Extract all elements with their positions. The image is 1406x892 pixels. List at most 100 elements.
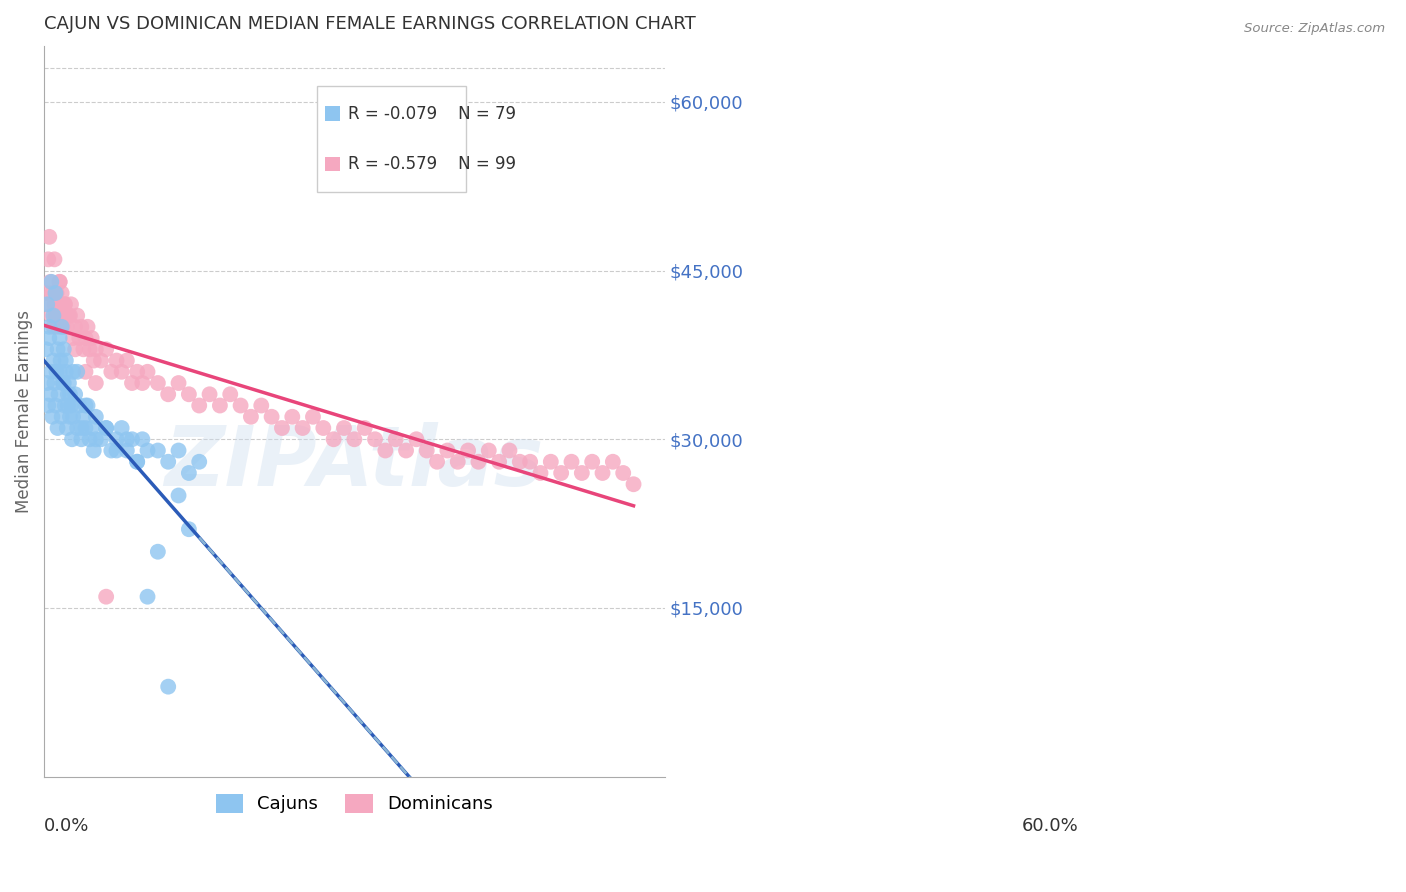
Point: [41, 275, 63, 289]
Point: [84, 376, 107, 390]
Point: [146, 376, 169, 390]
Point: [70, 421, 93, 435]
Point: [76, 399, 98, 413]
Text: CAJUN VS DOMINICAN MEDIAN FEMALE EARNINGS CORRELATION CHART: CAJUN VS DOMINICAN MEDIAN FEMALE EARNING…: [44, 15, 696, 33]
Point: [56, 319, 79, 334]
Point: [560, 455, 582, 469]
Point: [66, 365, 89, 379]
Point: [75, 399, 97, 413]
Text: ZIPAtlas: ZIPAtlas: [165, 422, 544, 503]
Point: [250, 399, 273, 413]
Point: [177, 466, 200, 480]
Point: [478, 443, 501, 458]
Point: [322, 432, 344, 446]
Point: [457, 443, 479, 458]
Point: [208, 399, 231, 413]
Point: [66, 309, 89, 323]
Point: [35, 286, 58, 301]
Point: [55, 353, 77, 368]
Point: [281, 409, 304, 424]
Point: [59, 309, 82, 323]
Point: [48, 387, 70, 401]
Point: [49, 309, 72, 323]
Point: [53, 399, 76, 413]
Point: [602, 455, 624, 469]
Point: [48, 297, 70, 311]
Point: [67, 399, 90, 413]
Point: [167, 443, 190, 458]
Point: [42, 319, 65, 334]
Point: [38, 297, 60, 311]
Point: [59, 409, 82, 424]
Point: [52, 319, 75, 334]
Point: [55, 365, 77, 379]
Point: [127, 455, 149, 469]
Point: [62, 409, 84, 424]
Point: [447, 455, 470, 469]
Point: [105, 353, 128, 368]
Point: [84, 343, 107, 357]
Point: [41, 286, 63, 301]
Point: [364, 432, 387, 446]
Point: [219, 387, 242, 401]
Point: [51, 409, 73, 424]
Text: R = -0.079    N = 79: R = -0.079 N = 79: [347, 104, 516, 122]
Point: [115, 353, 138, 368]
Legend: Cajuns, Dominicans: Cajuns, Dominicans: [207, 785, 502, 822]
Point: [121, 376, 143, 390]
Point: [45, 286, 67, 301]
Point: [188, 399, 211, 413]
Point: [58, 309, 80, 323]
Point: [115, 443, 138, 458]
Point: [121, 432, 143, 446]
Point: [38, 230, 60, 244]
Point: [41, 365, 63, 379]
Point: [436, 443, 458, 458]
Point: [66, 421, 89, 435]
Point: [111, 421, 134, 435]
Point: [79, 432, 101, 446]
Point: [374, 443, 396, 458]
Point: [75, 421, 97, 435]
Point: [52, 343, 75, 357]
FancyBboxPatch shape: [325, 157, 340, 171]
Point: [395, 443, 418, 458]
Point: [44, 252, 66, 267]
Point: [56, 421, 79, 435]
Point: [63, 319, 86, 334]
Point: [96, 421, 118, 435]
Point: [111, 365, 134, 379]
Point: [529, 466, 551, 480]
Text: 0.0%: 0.0%: [44, 817, 90, 835]
Point: [426, 455, 449, 469]
Point: [56, 399, 79, 413]
Point: [46, 421, 69, 435]
Point: [59, 387, 82, 401]
Point: [44, 297, 66, 311]
Point: [37, 297, 59, 311]
Point: [48, 365, 70, 379]
Point: [37, 376, 59, 390]
Point: [48, 275, 70, 289]
Point: [90, 353, 112, 368]
Point: [550, 466, 572, 480]
Point: [44, 309, 66, 323]
Point: [37, 252, 59, 267]
Point: [96, 421, 118, 435]
Point: [51, 319, 73, 334]
Point: [105, 443, 128, 458]
Point: [53, 297, 76, 311]
Point: [540, 455, 562, 469]
Y-axis label: Median Female Earnings: Median Female Earnings: [15, 310, 32, 513]
Point: [56, 387, 79, 401]
Point: [48, 331, 70, 345]
Point: [90, 432, 112, 446]
Point: [115, 432, 138, 446]
Point: [72, 343, 94, 357]
Point: [519, 455, 541, 469]
Point: [592, 466, 614, 480]
FancyBboxPatch shape: [318, 86, 465, 192]
Point: [41, 409, 63, 424]
Point: [96, 590, 118, 604]
Point: [62, 331, 84, 345]
